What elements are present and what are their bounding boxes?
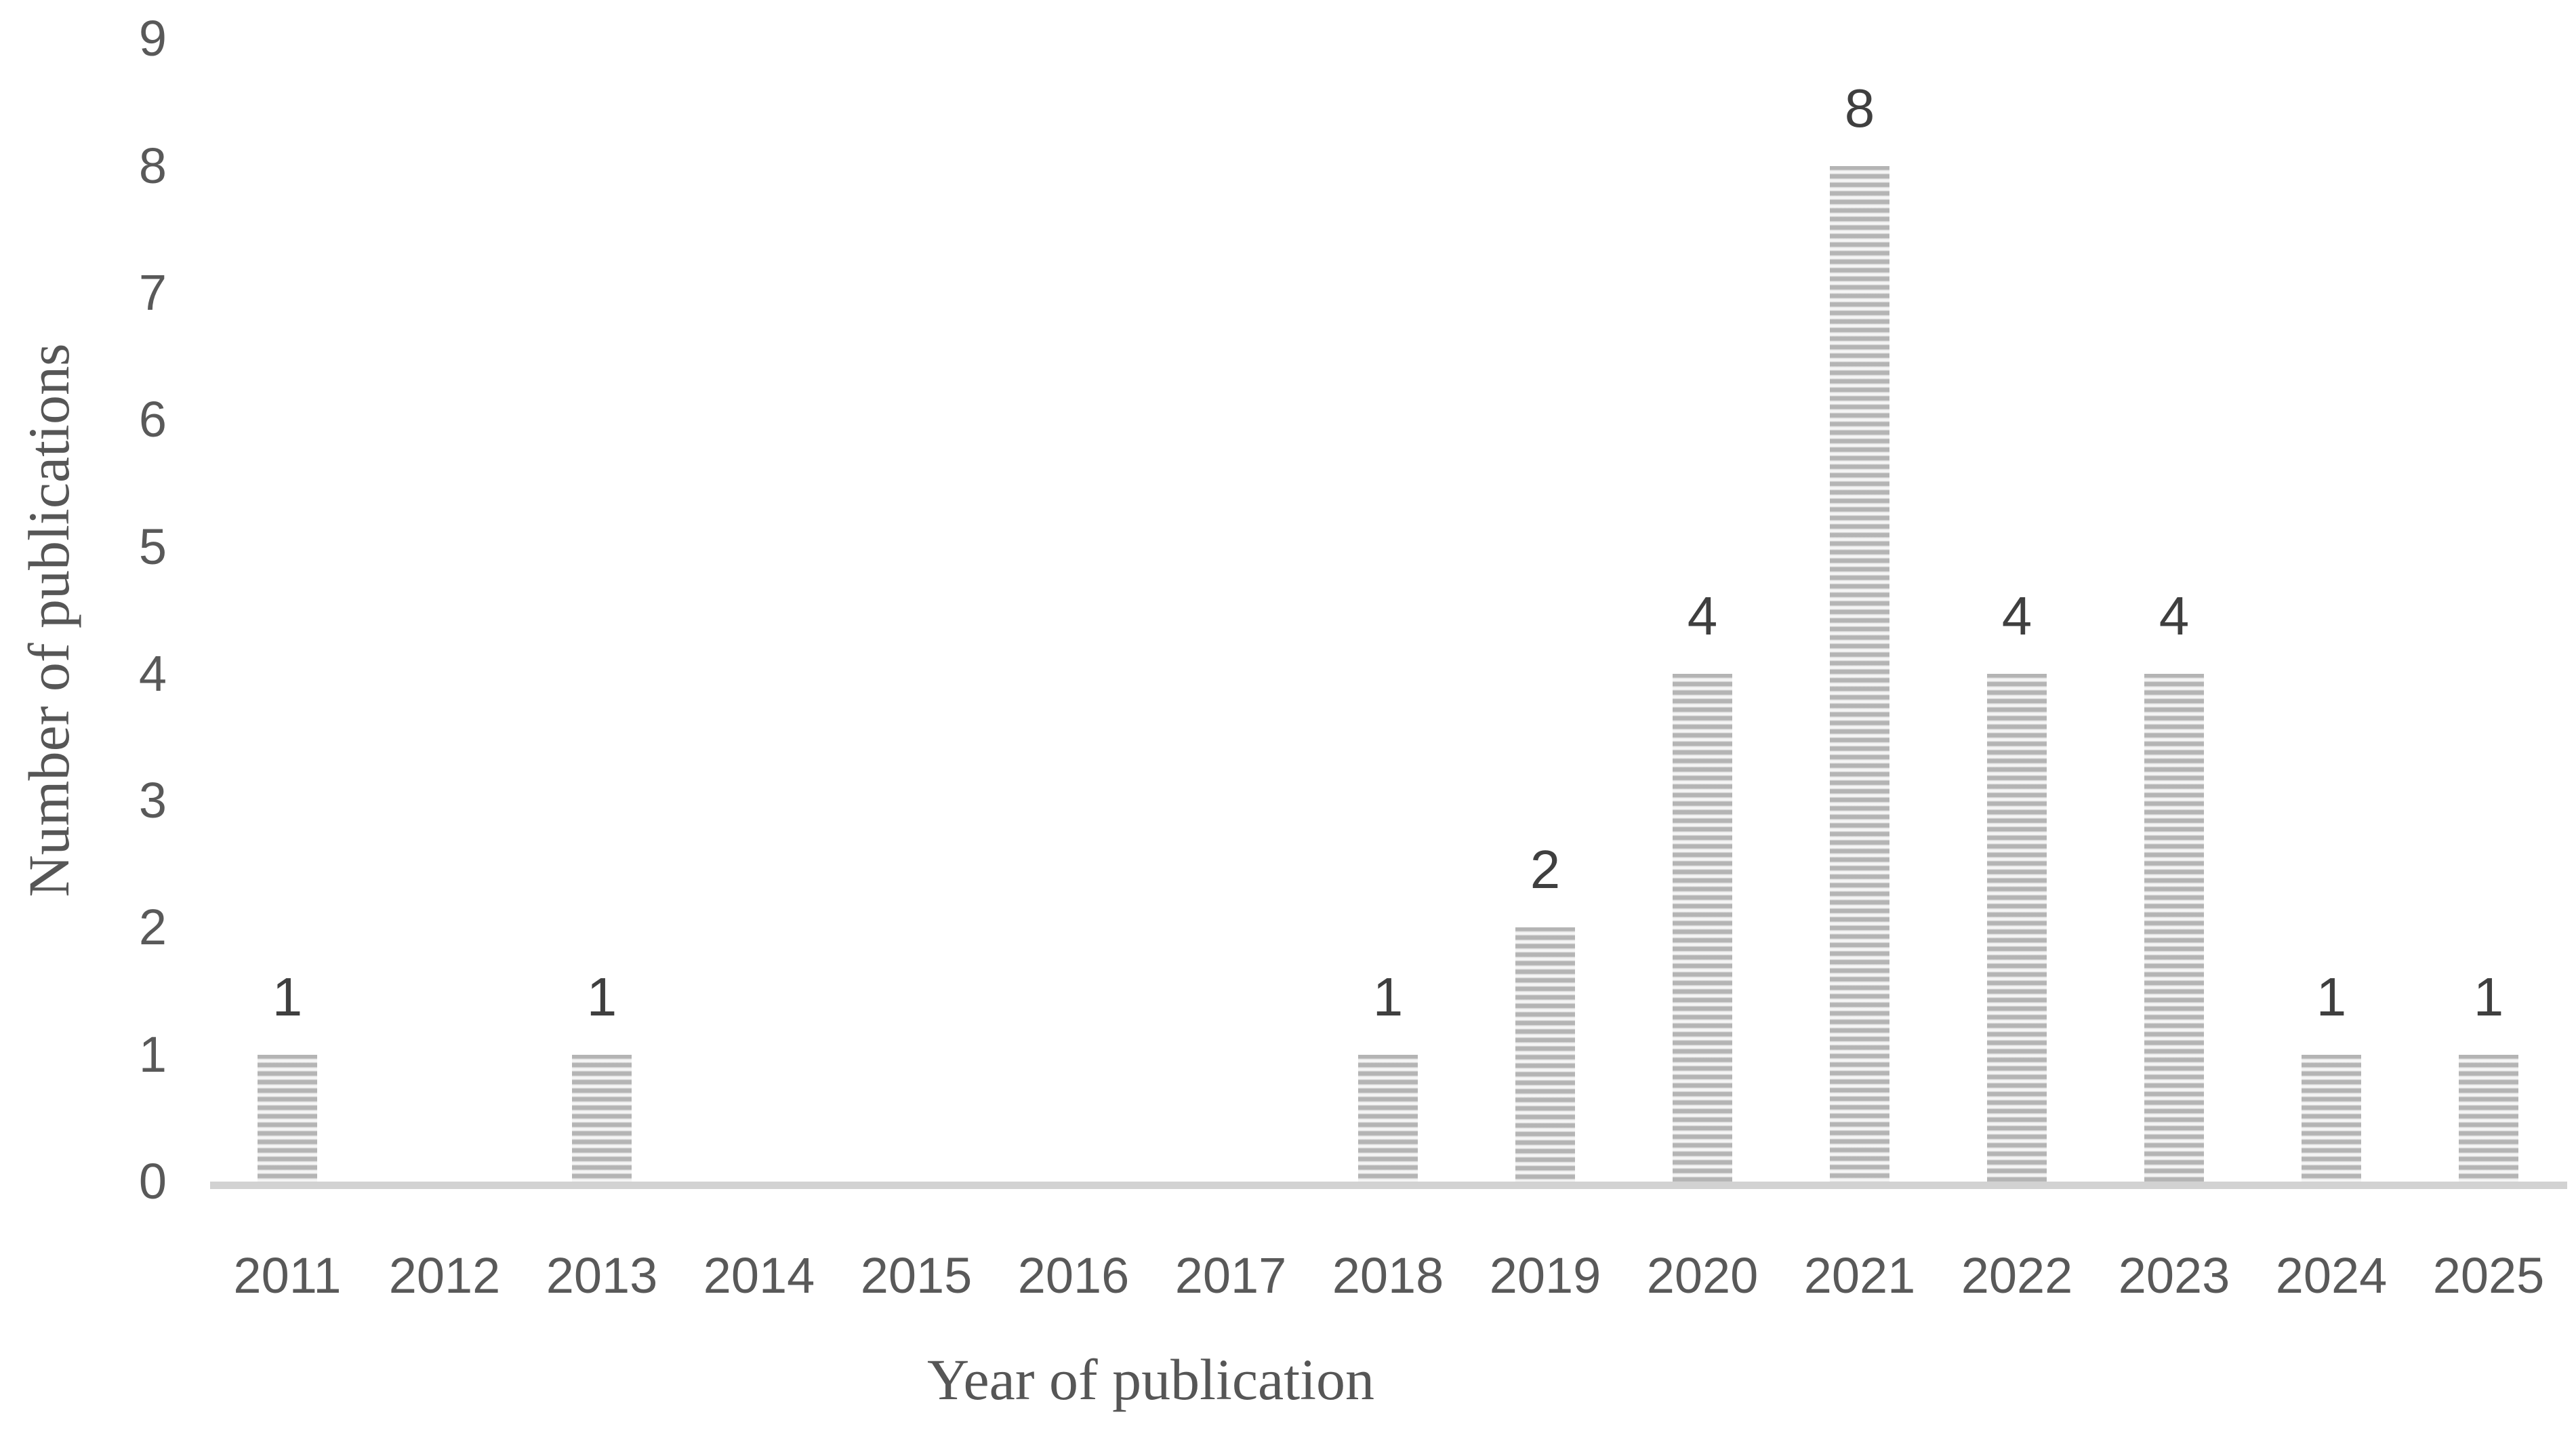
y-tick-label: 4 <box>138 645 167 702</box>
bar-value-label: 1 <box>2316 966 2347 1027</box>
y-tick-label: 1 <box>138 1026 167 1083</box>
y-tick-label: 5 <box>138 518 167 575</box>
bar <box>2144 673 2204 1182</box>
y-tick-label: 8 <box>138 137 167 194</box>
x-tick-label: 2013 <box>546 1247 658 1304</box>
x-tick-label: 2021 <box>1803 1247 1916 1304</box>
x-tick-label: 2022 <box>1961 1247 2073 1304</box>
bar-value-label: 8 <box>1844 77 1875 138</box>
bar-value-label: 4 <box>1687 585 1718 646</box>
x-tick-label: 2014 <box>703 1247 815 1304</box>
x-tick-label: 2020 <box>1646 1247 1759 1304</box>
bar <box>2302 1054 2361 1182</box>
bar <box>258 1054 317 1182</box>
x-tick-label: 2015 <box>860 1247 973 1304</box>
x-tick-label: 2011 <box>233 1247 342 1304</box>
bar <box>1358 1054 1418 1182</box>
bar <box>1830 165 1889 1182</box>
x-tick-label: 2024 <box>2275 1247 2388 1304</box>
x-axis-line <box>210 1182 2567 1189</box>
bar <box>572 1054 632 1182</box>
y-tick-label: 3 <box>138 772 167 829</box>
bar-value-label: 4 <box>2001 585 2032 646</box>
bar <box>1515 927 1575 1182</box>
bar-value-label: 1 <box>1372 966 1404 1027</box>
x-tick-label: 2017 <box>1174 1247 1287 1304</box>
bar <box>2459 1054 2518 1182</box>
bar <box>1987 673 2047 1182</box>
y-tick-label: 0 <box>138 1153 167 1209</box>
x-tick-label: 2023 <box>2118 1247 2230 1304</box>
y-tick-label: 9 <box>138 10 167 67</box>
bar-value-label: 1 <box>586 966 617 1027</box>
bar-value-label: 1 <box>2473 966 2504 1027</box>
bar-value-label: 1 <box>272 966 303 1027</box>
x-axis-title: Year of publication <box>926 1347 1375 1412</box>
y-tick-label: 6 <box>138 391 167 448</box>
x-tick-label: 2012 <box>388 1247 501 1304</box>
x-tick-label: 2016 <box>1017 1247 1130 1304</box>
x-tick-label: 2018 <box>1332 1247 1444 1304</box>
x-tick-label: 2025 <box>2432 1247 2545 1304</box>
y-tick-label: 7 <box>138 264 167 321</box>
x-tick-label: 2019 <box>1489 1247 1601 1304</box>
bar <box>1673 673 1732 1182</box>
bar-value-label: 4 <box>2159 585 2190 646</box>
y-tick-label: 2 <box>138 899 167 956</box>
bar-value-label: 2 <box>1530 839 1561 900</box>
